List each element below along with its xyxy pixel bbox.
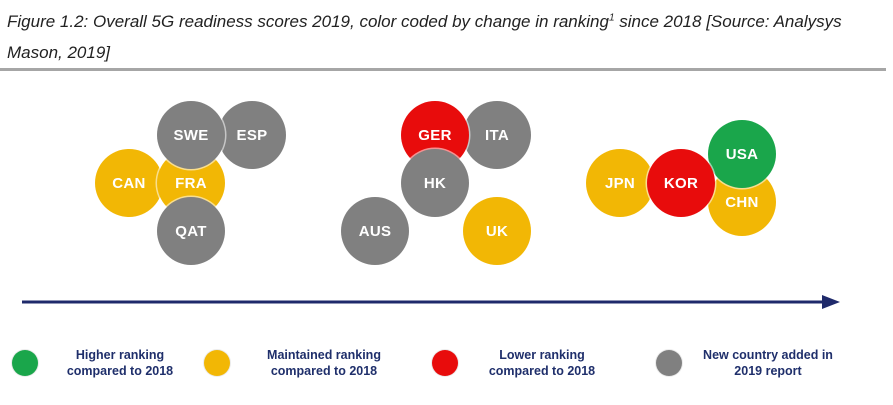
country-bubble-kor: KOR [647, 149, 715, 217]
country-bubble-qat: QAT [157, 197, 225, 265]
caption-divider [0, 68, 886, 71]
legend-dot-new [656, 350, 682, 376]
country-bubble-swe: SWE [157, 101, 225, 169]
country-bubble-usa: USA [708, 120, 776, 188]
footnote-marker: 1 [608, 12, 615, 24]
country-bubble-uk: UK [463, 197, 531, 265]
arrow-head [822, 295, 840, 309]
country-bubble-aus: AUS [341, 197, 409, 265]
readiness-arrow [22, 295, 840, 309]
legend-label-higher: Higher ranking compared to 2018 [66, 348, 174, 378]
caption-text: Figure 1.2: Overall 5G readiness scores … [7, 12, 609, 31]
country-bubble-esp: ESP [218, 101, 286, 169]
legend-label-maintained: Maintained ranking compared to 2018 [267, 348, 381, 378]
country-bubble-ita: ITA [463, 101, 531, 169]
country-bubble-jpn: JPN [586, 149, 654, 217]
legend-dot-lower [432, 350, 458, 376]
legend-label-lower: Lower ranking compared to 2018 [488, 348, 596, 378]
country-bubble-hk: HK [401, 149, 469, 217]
figure-caption: Figure 1.2: Overall 5G readiness scores … [7, 6, 887, 68]
legend-label-new: New country added in 2019 report [703, 348, 833, 378]
country-bubble-can: CAN [95, 149, 163, 217]
caption-text-continued: since 2018 [Source: Analysys Mason, 2019… [7, 12, 842, 62]
legend-dot-maintained [204, 350, 230, 376]
legend-dot-higher [12, 350, 38, 376]
